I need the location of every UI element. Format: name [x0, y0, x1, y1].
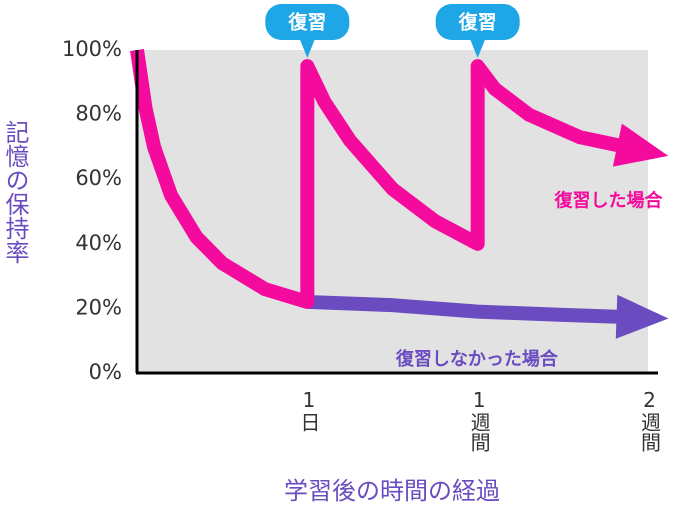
series-label: 復習した場合: [554, 189, 664, 211]
y-tick-label: 40%: [75, 231, 122, 255]
x-tick-label: 2週間: [638, 388, 662, 452]
series-label: 復習しなかった場合: [395, 348, 559, 370]
y-tick-label: 60%: [75, 166, 122, 190]
annotation-pointer: [299, 38, 316, 58]
arrow-head: [612, 123, 669, 167]
x-axis-label: 学習後の時間の経過: [284, 477, 500, 505]
x-tick-label: 1日: [297, 388, 321, 432]
series-line: [307, 294, 637, 325]
plot-background: [137, 50, 648, 373]
y-tick-label: 80%: [75, 102, 122, 126]
y-axis-label: 記憶の保持率: [1, 120, 29, 264]
annotation: 復習: [287, 11, 326, 34]
series-line: [130, 48, 639, 309]
arrow-head: [615, 294, 669, 339]
y-tick-label: 100%: [62, 37, 122, 61]
x-tick-label: 1週間: [467, 388, 491, 452]
y-tick-label: 0%: [89, 360, 122, 384]
annotation-pointer: [469, 38, 486, 58]
annotation: 復習: [458, 11, 497, 34]
y-tick-label: 20%: [75, 295, 122, 319]
annotation-bubble: [265, 4, 350, 40]
annotation-bubble: [435, 4, 520, 40]
